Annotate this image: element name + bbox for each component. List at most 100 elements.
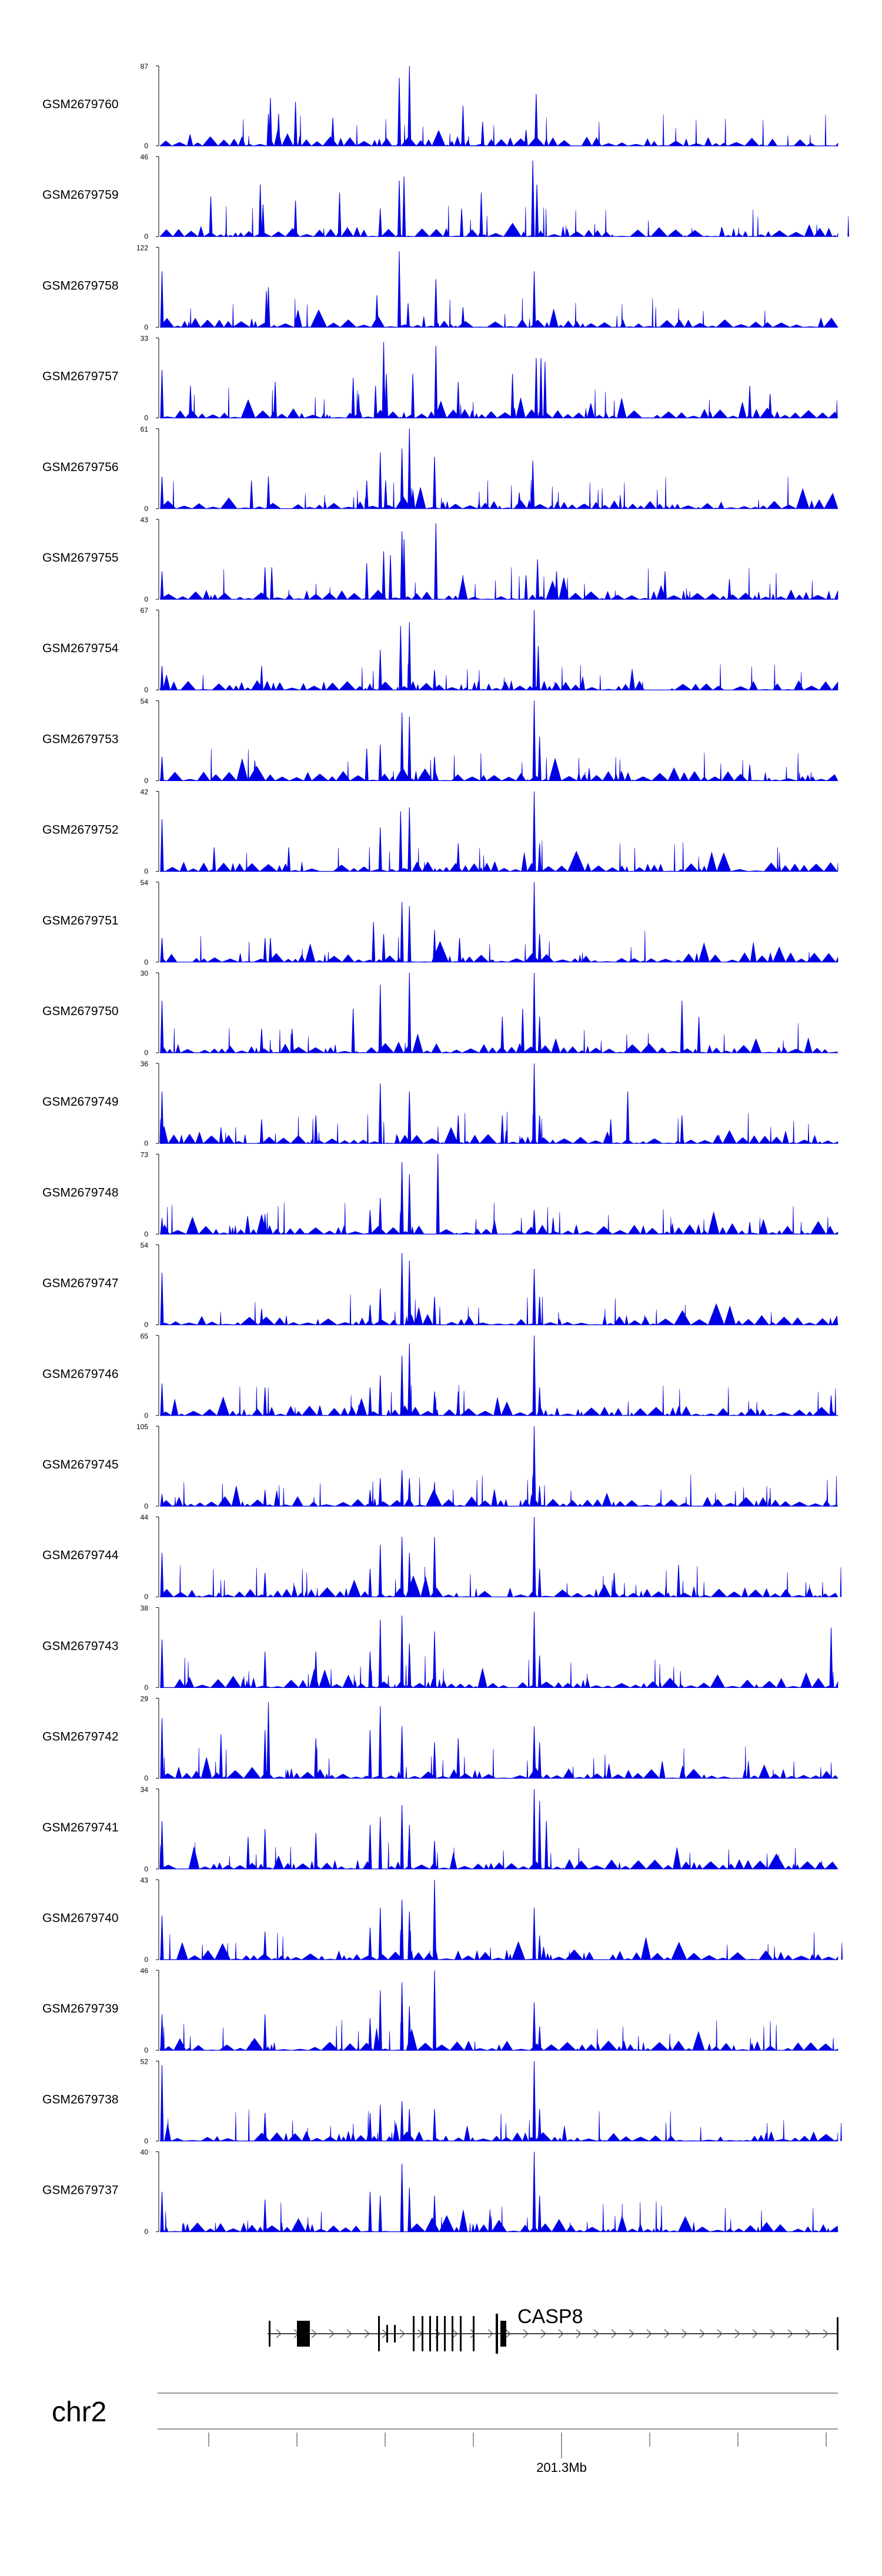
coverage-peak: [400, 1253, 404, 1326]
coverage-peak: [697, 1016, 701, 1053]
coverage-peak: [399, 626, 403, 690]
track-label: GSM2679737: [42, 2184, 119, 2197]
coverage-peak: [253, 760, 257, 781]
coverage-peak: [407, 2006, 412, 2051]
y-min-label: 0: [144, 1049, 148, 1057]
coverage-peak: [460, 208, 464, 237]
coverage-peak: [378, 827, 382, 872]
coverage-peak: [407, 2187, 412, 2233]
coverage-peak: [551, 1218, 555, 1234]
coverage-peak: [532, 1426, 536, 1507]
coverage-peak: [263, 1214, 267, 1234]
track-label: GSM2679744: [42, 1549, 119, 1562]
coverage-peak: [368, 2113, 372, 2141]
coverage-peak: [365, 748, 369, 781]
track-GSM2679749: GSM2679749 36 0: [42, 1060, 838, 1147]
track-label: GSM2679757: [42, 370, 119, 383]
coverage-peak: [532, 882, 536, 963]
strand-chevron: [470, 2329, 476, 2338]
y-min-label: 0: [144, 958, 148, 966]
coverage-peak: [532, 1788, 536, 1870]
coverage-peak: [532, 1063, 536, 1144]
y-max-label: 46: [141, 153, 149, 161]
coverage-peak: [373, 386, 377, 419]
coverage-peak: [554, 571, 559, 600]
coverage-peak: [266, 476, 270, 509]
y-max-label: 54: [141, 697, 149, 705]
track-label: GSM2679743: [42, 1639, 119, 1653]
gene-exon: [837, 2317, 838, 2350]
coverage-peak: [356, 393, 360, 419]
coverage-peak: [378, 985, 382, 1053]
coverage-peak: [407, 1091, 412, 1144]
y-min-label: 0: [144, 1412, 148, 1420]
coverage-area: [159, 298, 838, 328]
position-label: 201.3Mb: [536, 2460, 587, 2475]
coverage-area: [159, 1384, 838, 1416]
coverage-peak: [263, 1730, 267, 1779]
coverage-peak: [536, 646, 540, 690]
y-min-label: 0: [144, 142, 148, 150]
coverage-peak: [532, 2002, 536, 2051]
coverage-peak: [263, 1573, 267, 1597]
coverage-peak: [407, 428, 412, 509]
track-label: GSM2679752: [42, 823, 119, 837]
coverage-peak: [676, 1564, 681, 1597]
track-GSM2679740: GSM2679740 43 0: [42, 1876, 843, 1964]
coverage-peak: [407, 1824, 412, 1870]
coverage-peak: [829, 1395, 833, 1416]
coverage-peak: [368, 2018, 372, 2051]
coverage-peak: [382, 342, 386, 419]
coverage-peak: [456, 843, 460, 872]
y-max-label: 54: [141, 1242, 149, 1250]
track-GSM2679754: GSM2679754 67 0: [42, 606, 838, 694]
track-label: GSM2679749: [42, 1095, 119, 1109]
strand-chevron: [770, 2329, 776, 2338]
coverage-peak: [368, 2191, 372, 2233]
y-min-label: 0: [144, 867, 148, 876]
gene-exon: [413, 2316, 415, 2351]
track-GSM2679748: GSM2679748 73 0: [42, 1150, 838, 1238]
coverage-peak: [160, 1273, 164, 1326]
y-min-label: 0: [144, 686, 148, 694]
coverage-peak: [365, 481, 369, 509]
coverage-peak: [748, 765, 752, 781]
coverage-peak: [397, 180, 402, 237]
coverage-peak: [378, 1198, 382, 1234]
coverage-peak: [539, 358, 543, 419]
coverage-peak: [372, 922, 376, 963]
coverage-peak: [378, 1375, 382, 1416]
coverage-peak: [160, 1494, 164, 1507]
strand-chevron: [576, 2329, 582, 2338]
coverage-peak: [368, 1824, 372, 1870]
coverage-area: [159, 2201, 838, 2233]
coverage-peak: [368, 1730, 372, 1779]
coverage-area: [159, 1202, 838, 1235]
coverage-peak: [748, 386, 752, 419]
coverage-peak: [368, 1210, 372, 1234]
coverage-peak: [517, 492, 522, 509]
coverage-peak: [680, 1000, 684, 1053]
track-label: GSM2679746: [42, 1367, 119, 1381]
coverage-peak: [400, 1162, 404, 1234]
coverage-area: [159, 2109, 842, 2142]
coverage-peak: [400, 1470, 404, 1507]
track-label: GSM2679747: [42, 1277, 119, 1290]
coverage-peak: [219, 1127, 223, 1144]
coverage-peak: [407, 2108, 412, 2141]
coverage-peak: [378, 745, 382, 781]
track-GSM2679752: GSM2679752 42 0: [42, 788, 838, 876]
y-min-label: 0: [144, 1683, 148, 1691]
y-max-label: 52: [141, 2057, 149, 2066]
strand-chevron: [611, 2329, 617, 2338]
strand-chevron: [399, 2329, 405, 2338]
coverage-peak: [432, 670, 437, 690]
coverage-peak: [378, 1706, 382, 1779]
strand-chevron: [787, 2329, 793, 2338]
coverage-peak: [663, 571, 667, 600]
coverage-peak: [368, 1387, 372, 1416]
coverage-peak: [531, 461, 535, 509]
coverage-peak: [287, 847, 291, 872]
y-min-label: 0: [144, 1593, 148, 1601]
coverage-peak: [399, 811, 403, 872]
